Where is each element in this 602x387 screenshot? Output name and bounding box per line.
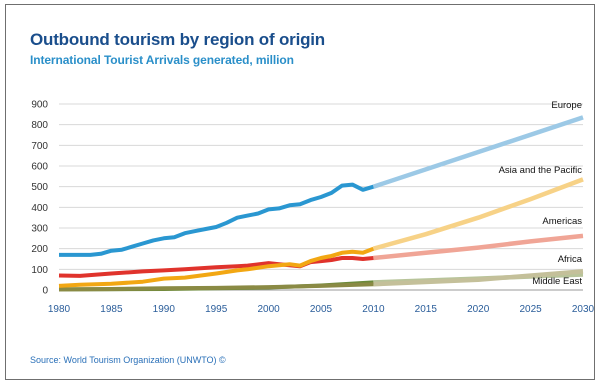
series-line-asia-and-the-pacific (58, 246, 375, 288)
series-label-middle-east: Middle East (532, 276, 582, 287)
series-forecast-line-africa (373, 269, 584, 287)
source-note: Source: World Tourism Organization (UNWT… (30, 355, 226, 365)
x-tick-label: 2005 (310, 304, 333, 315)
y-axis-ticks: 0 100 200 300 400 500 600 700 800 900 (31, 100, 48, 297)
y-tick-label: 400 (31, 203, 48, 214)
series-line-europe (59, 182, 374, 257)
series-forecast-line-europe (372, 115, 584, 189)
series-labels: Europe Asia and the Pacific Americas Africa… (499, 100, 583, 287)
x-tick-label: 2000 (257, 304, 280, 315)
chart-title: Outbound tourism by region of origin (30, 30, 325, 49)
series-label-europe: Europe (551, 100, 582, 111)
y-tick-label: 100 (31, 265, 48, 276)
y-tick-label: 300 (31, 224, 48, 235)
y-tick-label: 200 (31, 244, 48, 255)
chart-subtitle: International Tourist Arrivals generated… (30, 53, 294, 67)
y-tick-label: 600 (31, 162, 48, 173)
y-tick-label: 0 (42, 286, 48, 297)
series-line-americas (58, 256, 374, 278)
y-tick-label: 700 (31, 141, 48, 152)
x-axis-ticks: 1980 1985 1990 1995 2000 2005 2010 2015 2020 2025… (48, 304, 595, 315)
x-tick-label: 2010 (362, 304, 385, 315)
x-tick-label: 2015 (415, 304, 438, 315)
gridlines (59, 103, 583, 291)
x-tick-label: 1980 (48, 304, 71, 315)
series-forecast-line-asia-and-the-pacific (372, 177, 584, 251)
series-forecast-line-americas (373, 233, 584, 261)
x-tick-label: 2025 (519, 304, 542, 315)
x-tick-label: 1995 (205, 304, 228, 315)
y-tick-label: 800 (31, 120, 48, 131)
x-tick-label: 2030 (572, 304, 595, 315)
chart-frame (5, 4, 595, 380)
series-line-africa (58, 282, 374, 292)
y-tick-label: 900 (31, 100, 48, 111)
series-label-americas: Americas (542, 216, 582, 227)
series-label-africa: Africa (558, 254, 583, 265)
x-tick-label: 2020 (467, 304, 490, 315)
x-tick-label: 1985 (100, 304, 123, 315)
x-tick-label: 1990 (153, 304, 176, 315)
y-tick-label: 500 (31, 182, 48, 193)
series-label-asia-and-the-pacific: Asia and the Pacific (499, 165, 583, 176)
series-lines (58, 115, 584, 292)
